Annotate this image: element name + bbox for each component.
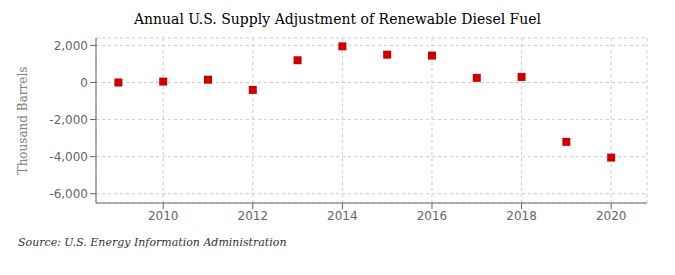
svg-text:2020: 2020 bbox=[596, 209, 627, 223]
html-text:Annual U.S. Supply Adjustment: Annual U.S. Supply Adjustment of Renewab… bbox=[133, 11, 542, 27]
svg-text:2,000: 2,000 bbox=[54, 39, 88, 53]
svg-text:2010: 2010 bbox=[148, 209, 179, 223]
svg-text:0: 0 bbox=[80, 76, 88, 90]
svg-text:2014: 2014 bbox=[327, 209, 358, 223]
svg-text:Thousand Barrels: Thousand Barrels bbox=[16, 67, 30, 175]
svg-text:-6,000: -6,000 bbox=[49, 187, 88, 201]
svg-text:-2,000: -2,000 bbox=[49, 113, 88, 127]
svg-text:2016: 2016 bbox=[417, 209, 448, 223]
svg-text:2018: 2018 bbox=[506, 209, 537, 223]
svg-text:-4,000: -4,000 bbox=[49, 150, 88, 164]
html-text:Source: U.S. Energy Informatio: Source: U.S. Energy Information Administ… bbox=[18, 236, 287, 249]
svg-text:2012: 2012 bbox=[238, 209, 269, 223]
